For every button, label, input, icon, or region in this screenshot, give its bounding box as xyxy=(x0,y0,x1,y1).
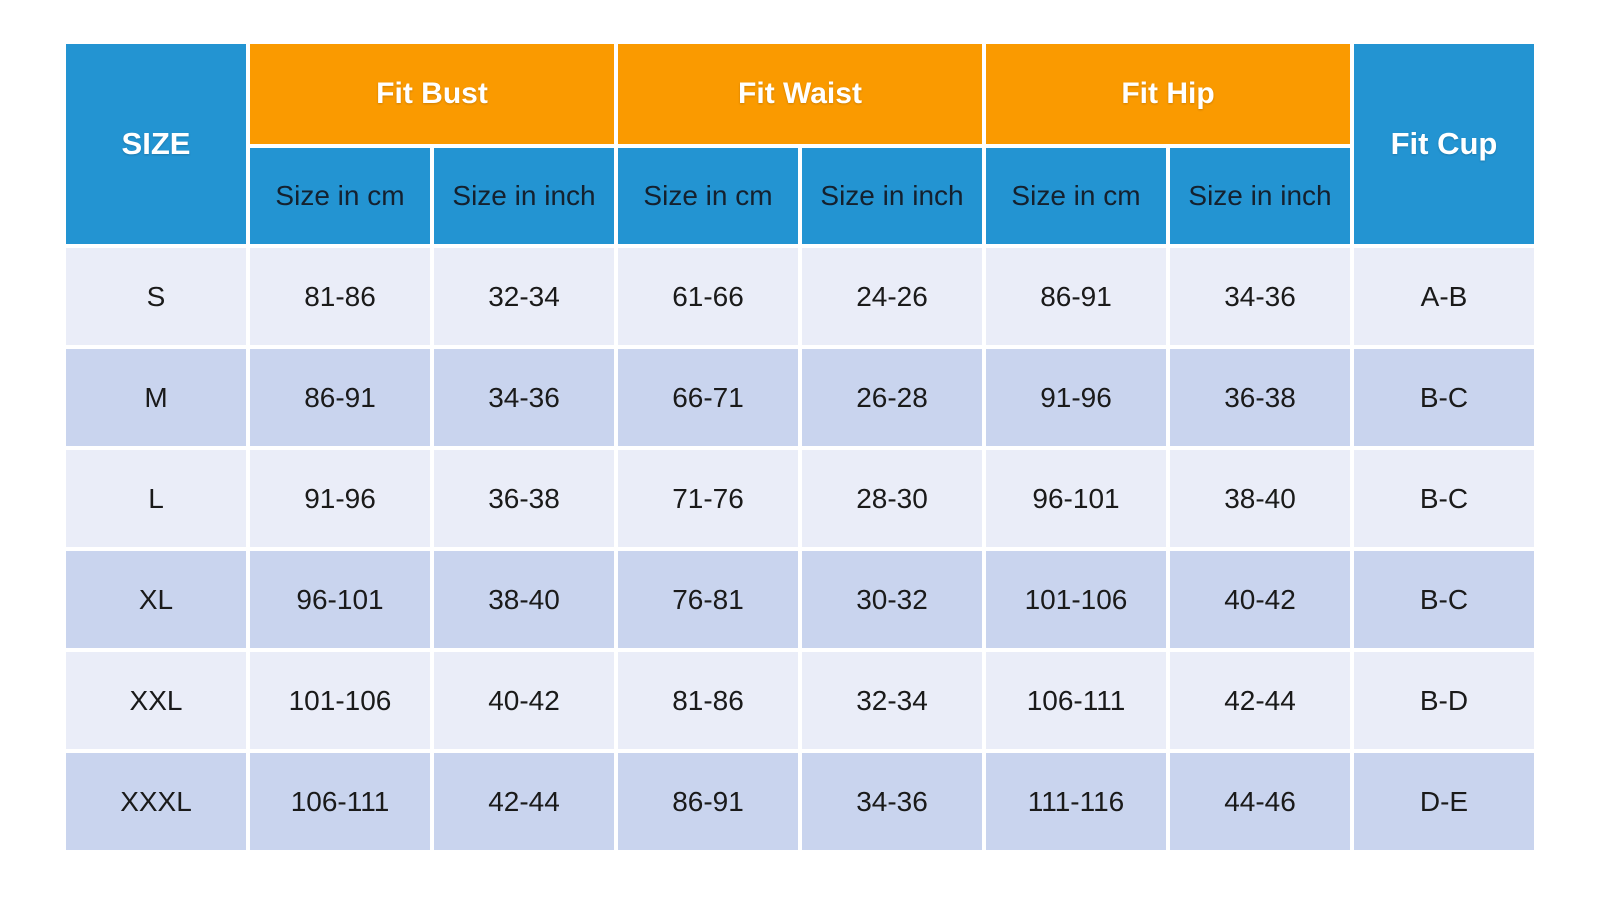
data-cell: 28-30 xyxy=(802,450,982,547)
header-fit-bust: Fit Bust xyxy=(250,44,614,144)
data-cell: 96-101 xyxy=(986,450,1166,547)
data-cell: 36-38 xyxy=(434,450,614,547)
data-cell: 106-111 xyxy=(986,652,1166,749)
data-cell: 86-91 xyxy=(250,349,430,446)
size-cell: XL xyxy=(66,551,246,648)
subheader-bust-cm: Size in cm xyxy=(250,148,430,244)
data-cell: 81-86 xyxy=(618,652,798,749)
data-cell: 101-106 xyxy=(986,551,1166,648)
table-row-xxxl: XXXL 106-111 42-44 86-91 34-36 111-116 4… xyxy=(66,753,1534,850)
header-fit-waist: Fit Waist xyxy=(618,44,982,144)
data-cell: 32-34 xyxy=(434,248,614,345)
cup-cell: B-D xyxy=(1354,652,1534,749)
data-cell: 42-44 xyxy=(1170,652,1350,749)
table-row-xxl: XXL 101-106 40-42 81-86 32-34 106-111 42… xyxy=(66,652,1534,749)
subheader-hip-inch: Size in inch xyxy=(1170,148,1350,244)
data-cell: 81-86 xyxy=(250,248,430,345)
cup-cell: A-B xyxy=(1354,248,1534,345)
data-cell: 101-106 xyxy=(250,652,430,749)
data-cell: 61-66 xyxy=(618,248,798,345)
data-cell: 76-81 xyxy=(618,551,798,648)
data-cell: 86-91 xyxy=(986,248,1166,345)
data-cell: 71-76 xyxy=(618,450,798,547)
size-cell: L xyxy=(66,450,246,547)
data-cell: 44-46 xyxy=(1170,753,1350,850)
data-cell: 111-116 xyxy=(986,753,1166,850)
cup-cell: D-E xyxy=(1354,753,1534,850)
size-chart-table: SIZE Fit Bust Fit Waist Fit Hip Fit Cup … xyxy=(62,40,1538,854)
data-cell: 40-42 xyxy=(434,652,614,749)
subheader-hip-cm: Size in cm xyxy=(986,148,1166,244)
data-cell: 38-40 xyxy=(434,551,614,648)
data-cell: 66-71 xyxy=(618,349,798,446)
table-row-m: M 86-91 34-36 66-71 26-28 91-96 36-38 B-… xyxy=(66,349,1534,446)
data-cell: 42-44 xyxy=(434,753,614,850)
header-fit-cup: Fit Cup xyxy=(1354,44,1534,244)
data-cell: 91-96 xyxy=(250,450,430,547)
cup-cell: B-C xyxy=(1354,551,1534,648)
data-cell: 34-36 xyxy=(434,349,614,446)
data-cell: 96-101 xyxy=(250,551,430,648)
data-cell: 30-32 xyxy=(802,551,982,648)
size-cell: XXL xyxy=(66,652,246,749)
data-cell: 32-34 xyxy=(802,652,982,749)
data-cell: 40-42 xyxy=(1170,551,1350,648)
group-header-row: SIZE Fit Bust Fit Waist Fit Hip Fit Cup xyxy=(66,44,1534,244)
subheader-waist-inch: Size in inch xyxy=(802,148,982,244)
data-cell: 26-28 xyxy=(802,349,982,446)
data-cell: 34-36 xyxy=(1170,248,1350,345)
table-row-l: L 91-96 36-38 71-76 28-30 96-101 38-40 B… xyxy=(66,450,1534,547)
size-cell: M xyxy=(66,349,246,446)
sub-header-row: Size in cm Size in inch Size in cm Size … xyxy=(66,148,1534,244)
table-row-xl: XL 96-101 38-40 76-81 30-32 101-106 40-4… xyxy=(66,551,1534,648)
cup-cell: B-C xyxy=(1354,450,1534,547)
data-cell: 24-26 xyxy=(802,248,982,345)
header-size: SIZE xyxy=(66,44,246,244)
subheader-bust-inch: Size in inch xyxy=(434,148,614,244)
data-cell: 34-36 xyxy=(802,753,982,850)
subheader-waist-cm: Size in cm xyxy=(618,148,798,244)
size-cell: S xyxy=(66,248,246,345)
data-cell: 86-91 xyxy=(618,753,798,850)
data-cell: 106-111 xyxy=(250,753,430,850)
header-fit-hip: Fit Hip xyxy=(986,44,1350,144)
cup-cell: B-C xyxy=(1354,349,1534,446)
data-cell: 36-38 xyxy=(1170,349,1350,446)
size-cell: XXXL xyxy=(66,753,246,850)
size-chart: SIZE Fit Bust Fit Waist Fit Hip Fit Cup … xyxy=(62,40,1538,854)
table-row-s: S 81-86 32-34 61-66 24-26 86-91 34-36 A-… xyxy=(66,248,1534,345)
data-cell: 38-40 xyxy=(1170,450,1350,547)
data-cell: 91-96 xyxy=(986,349,1166,446)
